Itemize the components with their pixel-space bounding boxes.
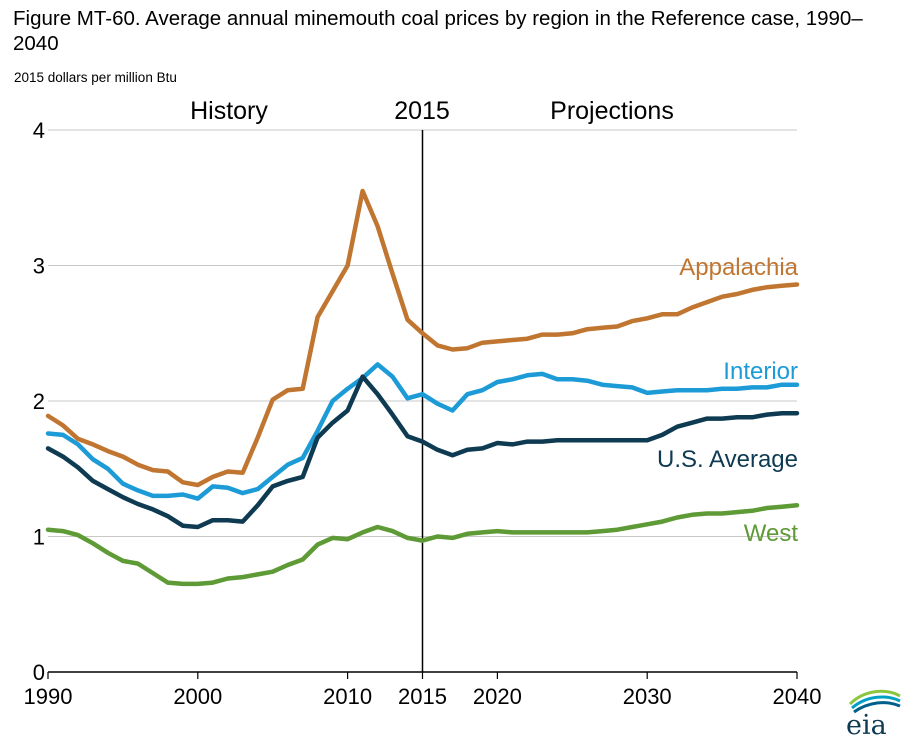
chart-title: Figure MT-60. Average annual minemouth c… <box>13 7 863 55</box>
x-tick-label-2040: 2040 <box>773 684 822 709</box>
x-tick-label-2010: 2010 <box>323 684 372 709</box>
x-tick-label-2000: 2000 <box>173 684 222 709</box>
series-line-west <box>45 503 800 587</box>
y-axis-unit-label: 2015 dollars per million Btu <box>14 70 177 85</box>
tick-labels: 0 1 2 3 4 1990 2000 2010 2015 2020 2030 2040 <box>24 118 822 709</box>
series-line-appalachia <box>45 188 800 488</box>
y-tick-label-1: 1 <box>33 525 45 550</box>
y-tick-label-4: 4 <box>33 118 45 143</box>
series-line-u-s-average <box>45 374 800 530</box>
series-labels: Appalachia Interior U.S. Average West <box>657 254 799 547</box>
series-label-interior: Interior <box>723 358 798 385</box>
y-tick-label-2: 2 <box>33 389 45 414</box>
x-tick-label-2030: 2030 <box>623 684 672 709</box>
eia-logo: eia <box>846 689 901 738</box>
series-lines <box>45 188 800 587</box>
series-line-interior <box>45 362 800 501</box>
divider-year-label: 2015 <box>394 97 450 125</box>
history-label: History <box>190 97 268 125</box>
projections-label: Projections <box>550 97 674 125</box>
x-tick-label-1990: 1990 <box>24 684 73 709</box>
series-label-west: West <box>744 520 799 547</box>
y-tick-label-0: 0 <box>33 660 45 685</box>
axes <box>47 671 798 679</box>
series-label-appalachia: Appalachia <box>679 254 798 281</box>
x-tick-label-2020: 2020 <box>473 684 522 709</box>
eia-logo-text: eia <box>846 710 887 738</box>
y-tick-label-3: 3 <box>33 254 45 279</box>
x-tick-label-2015: 2015 <box>398 684 447 709</box>
series-label-us-average: U.S. Average <box>657 446 798 473</box>
